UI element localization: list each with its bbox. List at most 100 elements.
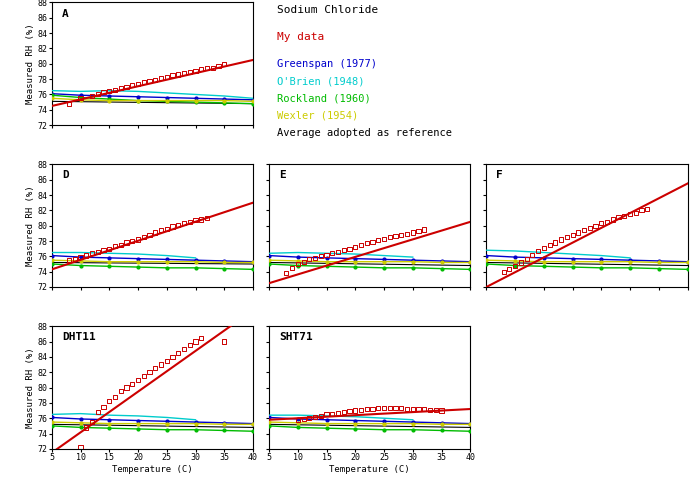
Point — [104, 397, 115, 405]
Point — [544, 241, 555, 249]
Point — [184, 68, 196, 76]
Point — [310, 413, 321, 421]
Text: D: D — [62, 171, 68, 181]
Point — [93, 248, 104, 256]
Point — [430, 406, 442, 414]
Point — [115, 84, 126, 92]
Point — [133, 376, 144, 384]
Point — [401, 230, 413, 238]
Point — [327, 249, 338, 257]
Point — [86, 92, 97, 100]
Point — [133, 236, 144, 244]
Point — [104, 245, 115, 252]
Point — [379, 404, 390, 412]
Point — [150, 365, 161, 372]
Point — [219, 338, 230, 346]
Point — [115, 241, 126, 249]
Point — [98, 246, 109, 254]
Point — [527, 251, 538, 259]
Point — [298, 415, 309, 423]
Point — [396, 231, 407, 239]
Point — [550, 239, 561, 247]
Point — [521, 254, 532, 262]
Point — [504, 265, 515, 273]
Point — [121, 239, 132, 247]
Point — [567, 231, 578, 239]
Point — [339, 408, 350, 416]
Text: E: E — [279, 171, 286, 181]
Point — [115, 387, 126, 395]
Point — [350, 243, 361, 251]
Point — [315, 412, 326, 420]
Point — [332, 409, 343, 417]
Point — [202, 64, 213, 72]
Point — [98, 88, 109, 96]
Text: Sodium Chloride: Sodium Chloride — [278, 5, 379, 15]
Point — [630, 209, 641, 217]
Point — [196, 216, 207, 224]
Point — [407, 229, 418, 237]
Point — [178, 345, 189, 353]
Point — [86, 418, 97, 426]
Point — [219, 60, 230, 68]
Text: Rockland (1960): Rockland (1960) — [278, 93, 371, 103]
Point — [155, 226, 167, 234]
Point — [590, 222, 601, 230]
Y-axis label: Measured RH (%): Measured RH (%) — [26, 186, 35, 266]
Point — [126, 237, 138, 245]
Text: Average adopted as reference: Average adopted as reference — [278, 127, 453, 137]
Point — [384, 233, 395, 241]
Point — [304, 255, 315, 263]
Point — [196, 65, 207, 73]
Point — [207, 63, 218, 71]
Point — [321, 251, 332, 259]
Point — [138, 233, 149, 241]
Point — [315, 252, 326, 260]
Point — [150, 76, 161, 84]
Point — [110, 243, 121, 250]
Point — [533, 247, 544, 255]
Point — [75, 443, 86, 451]
Point — [287, 264, 298, 272]
Point — [173, 349, 184, 357]
Point — [93, 90, 104, 98]
Point — [424, 406, 435, 414]
Point — [281, 269, 292, 277]
Point — [642, 205, 653, 213]
X-axis label: Temperature (C): Temperature (C) — [330, 465, 410, 474]
Point — [121, 83, 132, 91]
Point — [64, 256, 75, 264]
Point — [93, 408, 104, 416]
Point — [75, 253, 86, 261]
Point — [173, 221, 184, 229]
Text: Greenspan (1977): Greenspan (1977) — [278, 59, 377, 69]
Point — [636, 206, 647, 214]
Point — [190, 338, 201, 346]
Point — [81, 424, 92, 432]
Point — [407, 405, 418, 413]
Point — [167, 353, 178, 361]
Point — [419, 405, 430, 413]
Y-axis label: Measured RH (%): Measured RH (%) — [26, 23, 35, 104]
Point — [178, 219, 189, 227]
Point — [155, 361, 167, 369]
Point — [538, 244, 549, 252]
Point — [81, 251, 92, 259]
Point — [573, 229, 584, 237]
Point — [515, 258, 527, 266]
Point — [298, 258, 309, 266]
Point — [419, 226, 430, 234]
Point — [372, 404, 384, 412]
Point — [596, 219, 607, 227]
Point — [138, 78, 149, 86]
Point — [98, 403, 109, 411]
Point — [356, 241, 367, 249]
Point — [144, 368, 155, 376]
Point — [585, 224, 596, 232]
Point — [144, 231, 155, 239]
Point — [167, 71, 178, 79]
Text: My data: My data — [278, 32, 325, 42]
Point — [110, 393, 121, 401]
Point — [75, 94, 86, 102]
Point — [390, 404, 401, 412]
